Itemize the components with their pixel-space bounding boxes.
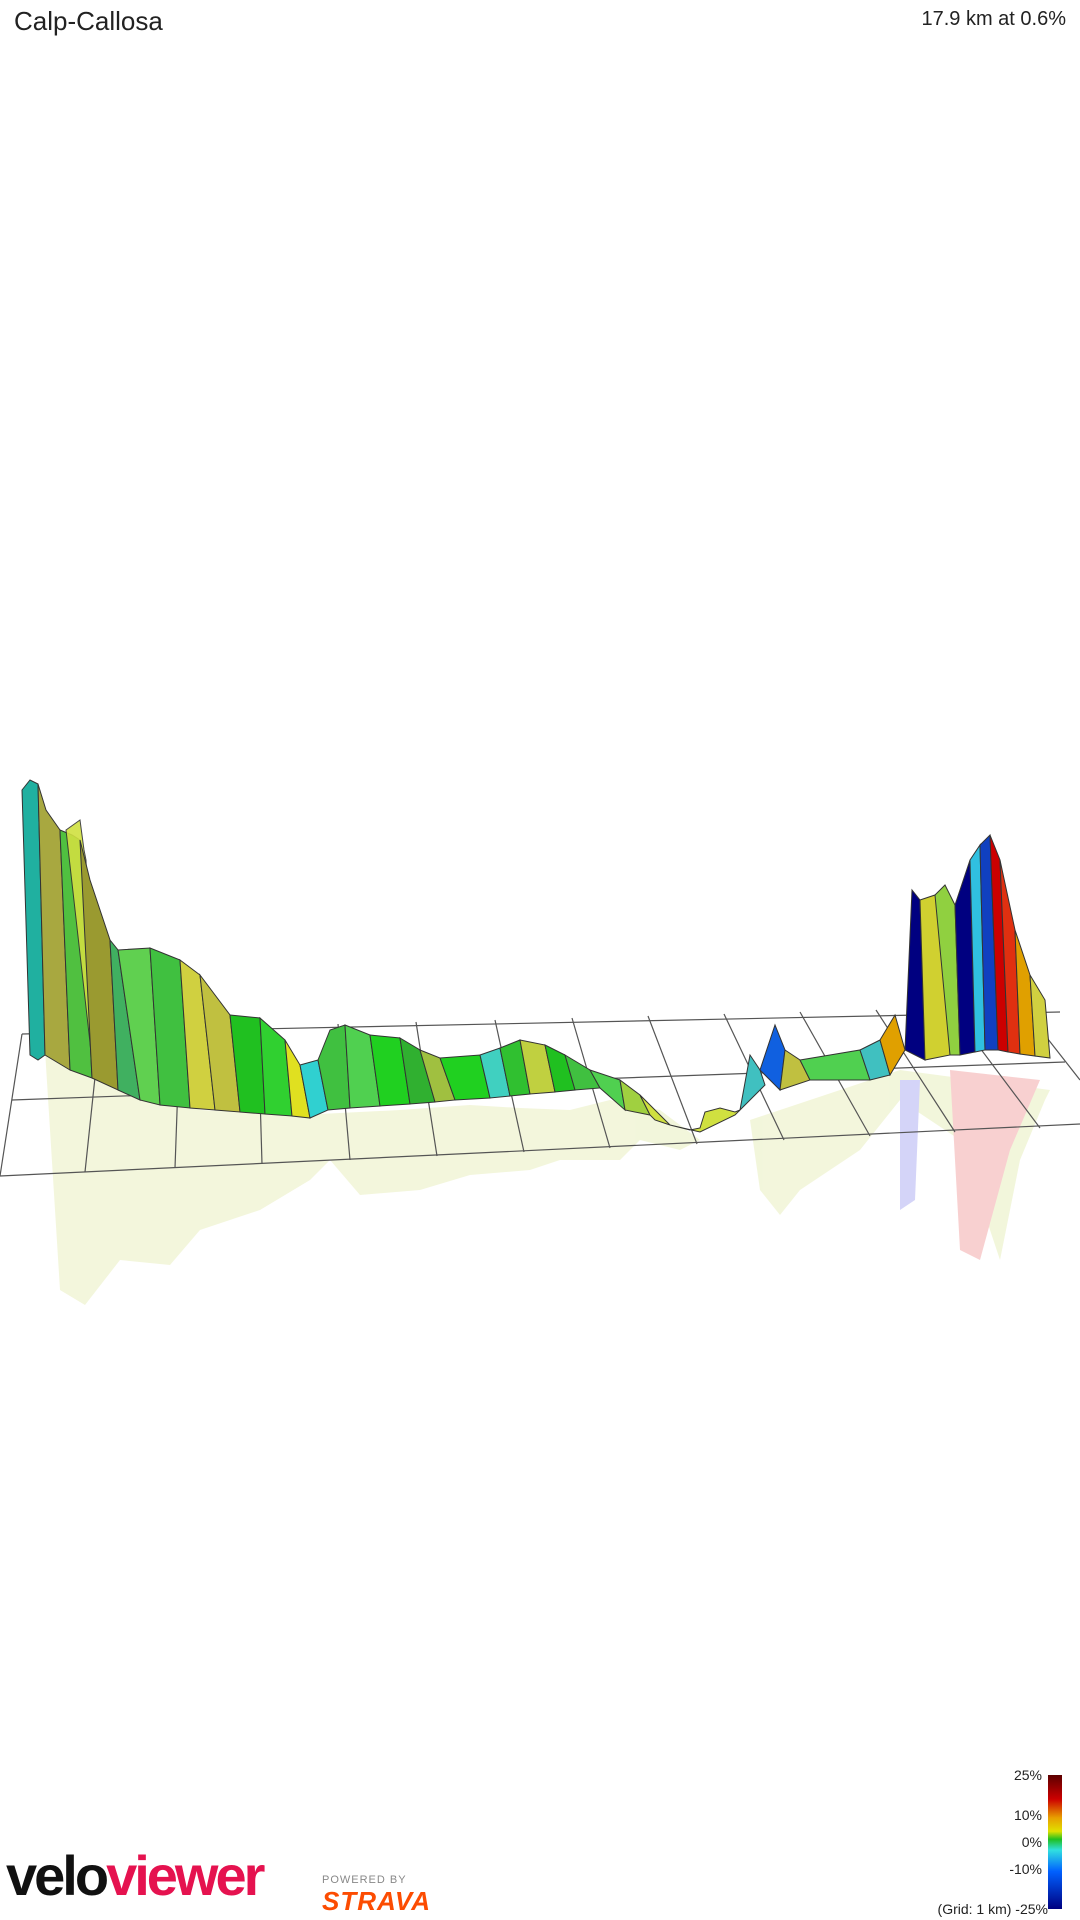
legend-label-zero: 0% (1021, 1834, 1042, 1850)
profile-left-section (21, 779, 671, 1126)
legend-label-grid: (Grid: 1 km) -25% (937, 1901, 1048, 1917)
strava-logo[interactable]: STRAVA (322, 1886, 432, 1916)
legend-label-minus-ten: -10% (1009, 1861, 1042, 1877)
route-summary: 17.9 km at 0.6% (921, 8, 1066, 30)
gradient-color-bar (1048, 1775, 1062, 1909)
route-title: Calp-Callosa (14, 6, 163, 36)
powered-by-label: POWERED BY (322, 1874, 407, 1886)
profile-right-climb (904, 833, 1051, 1061)
gradient-legend: 25% 10% 0% -10% (Grid: 1 km) -25% (914, 1764, 1074, 1920)
profile-middle-section (669, 1013, 906, 1133)
legend-label-max: 25% (1013, 1767, 1042, 1783)
profile-reflection (45, 1050, 1050, 1305)
logo-part-velo: velo (6, 1844, 109, 1907)
legend-label-ten: 10% (1013, 1807, 1042, 1823)
veloviewer-logo[interactable]: veloviewer (6, 1848, 265, 1904)
logo-part-viewer: viewer (106, 1844, 265, 1907)
